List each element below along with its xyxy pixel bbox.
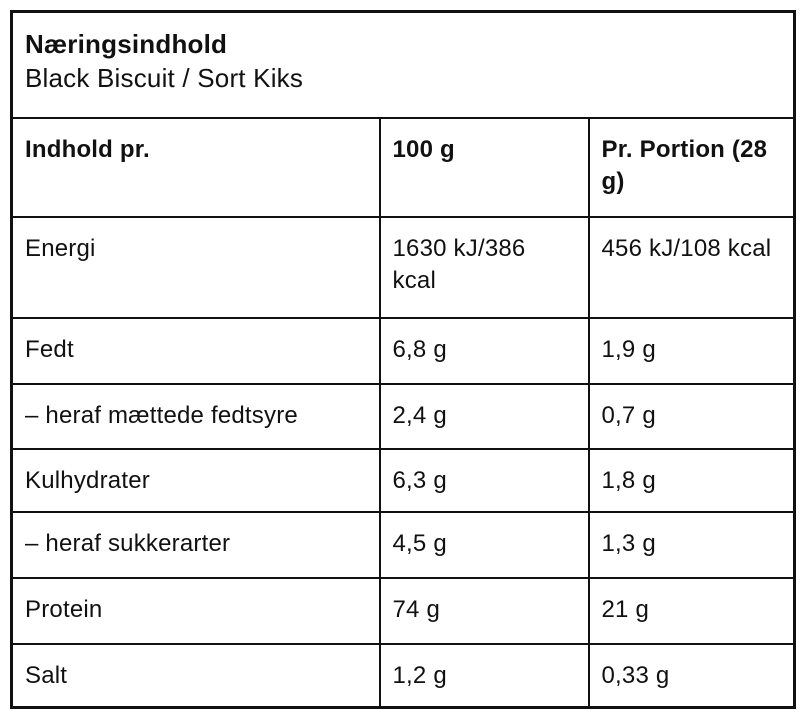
table-title-row: Næringsindhold Black Biscuit / Sort Kiks: [10, 10, 796, 119]
table-row-sukkerarter: – heraf sukkerarter 4,5 g 1,3 g: [10, 510, 796, 579]
value-per-100g: 74 g: [378, 576, 590, 645]
value-per-portion: 456 kJ/108 kcal: [587, 215, 796, 319]
table-row-protein: Protein 74 g 21 g: [10, 576, 796, 645]
column-header-100g: 100 g: [378, 116, 590, 218]
nutrient-label: – heraf sukkerarter: [10, 510, 381, 579]
table-row-fedt: Fedt 6,8 g 1,9 g: [10, 316, 796, 385]
value-per-portion: 0,33 g: [587, 642, 796, 709]
value-per-100g: 6,3 g: [378, 447, 590, 513]
table-row-kulhydrater: Kulhydrater 6,3 g 1,8 g: [10, 447, 796, 513]
nutrient-label: Kulhydrater: [10, 447, 381, 513]
value-per-100g: 1,2 g: [378, 642, 590, 709]
table-row-salt: Salt 1,2 g 0,33 g: [10, 642, 796, 709]
table-row-maettede-fedtsyre: – heraf mættede fedtsyre 2,4 g 0,7 g: [10, 382, 796, 450]
nutrition-table: Næringsindhold Black Biscuit / Sort Kiks…: [10, 10, 796, 709]
nutrient-label: Energi: [10, 215, 381, 319]
product-name: Black Biscuit / Sort Kiks: [25, 63, 304, 93]
value-per-100g: 4,5 g: [378, 510, 590, 579]
nutrient-label: Salt: [10, 642, 381, 709]
value-per-100g: 2,4 g: [378, 382, 590, 450]
nutrient-label: Fedt: [10, 316, 381, 385]
value-per-100g: 1630 kJ/386 kcal: [378, 215, 590, 319]
table-row-energi: Energi 1630 kJ/386 kcal 456 kJ/108 kcal: [10, 215, 796, 319]
column-header-indhold-pr: Indhold pr.: [10, 116, 381, 218]
nutrient-label: – heraf mættede fedtsyre: [10, 382, 381, 450]
value-per-portion: 1,9 g: [587, 316, 796, 385]
value-per-portion: 1,3 g: [587, 510, 796, 579]
table-header-row: Indhold pr. 100 g Pr. Portion (28 g): [10, 116, 796, 218]
page-title: Næringsindhold: [25, 29, 228, 59]
value-per-portion: 0,7 g: [587, 382, 796, 450]
table-title-cell: Næringsindhold Black Biscuit / Sort Kiks: [10, 10, 796, 119]
value-per-100g: 6,8 g: [378, 316, 590, 385]
nutrient-label: Protein: [10, 576, 381, 645]
column-header-portion: Pr. Portion (28 g): [587, 116, 796, 218]
value-per-portion: 1,8 g: [587, 447, 796, 513]
value-per-portion: 21 g: [587, 576, 796, 645]
